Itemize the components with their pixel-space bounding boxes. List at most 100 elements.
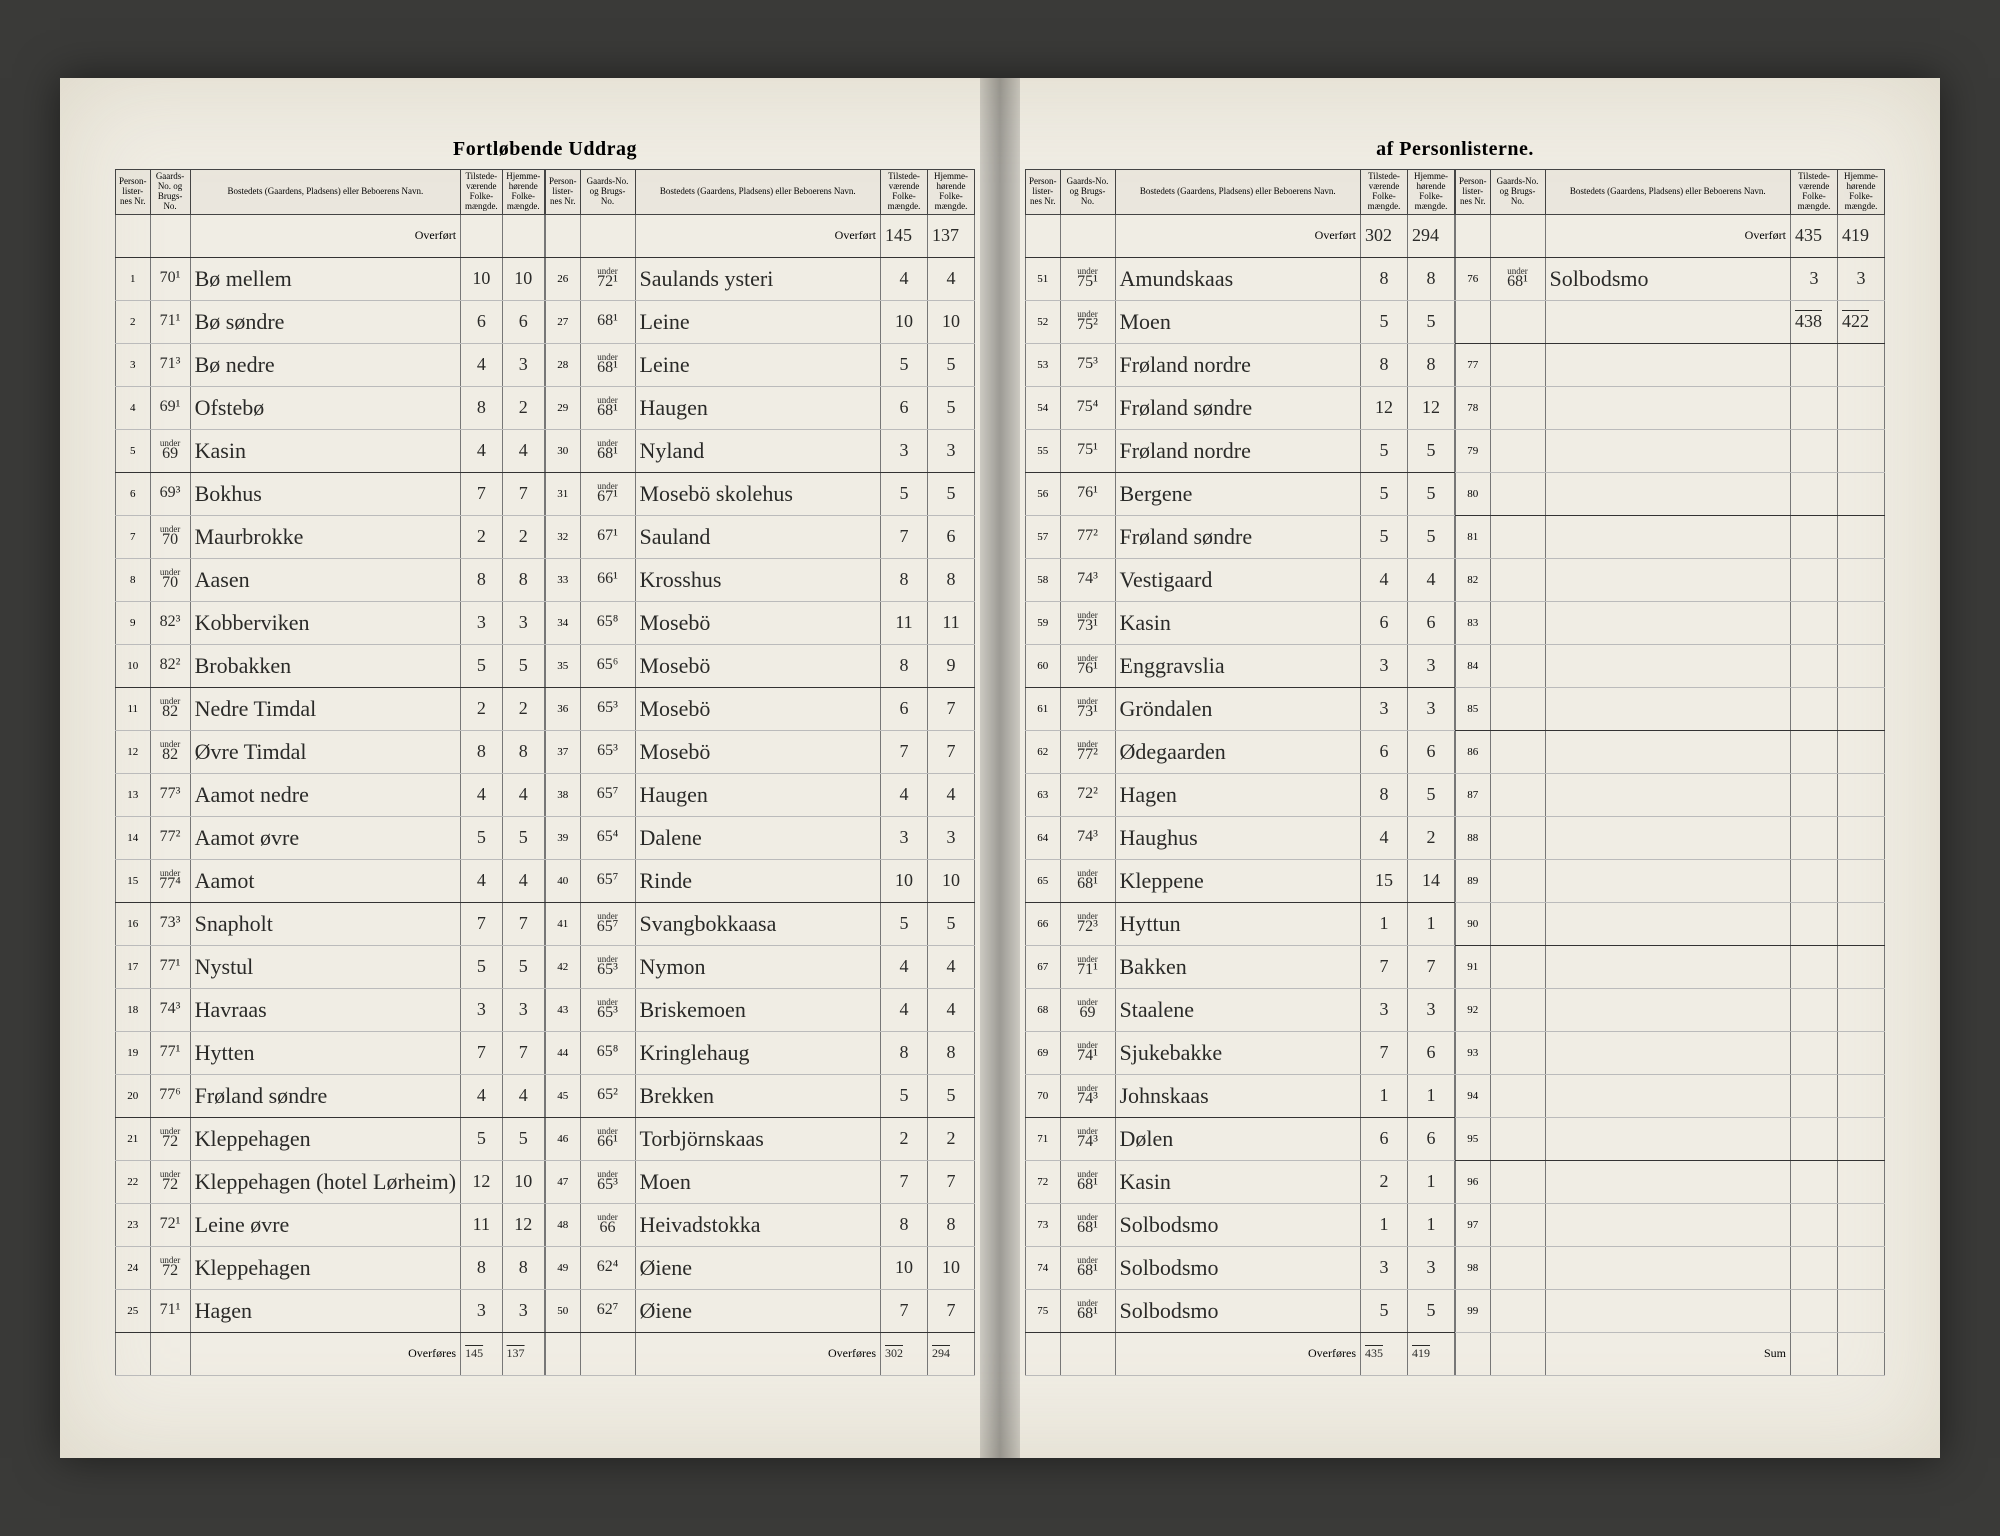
row-number: 64 bbox=[1026, 816, 1061, 859]
tilstede-val: 11 bbox=[881, 601, 928, 644]
row-number: 24 bbox=[116, 1246, 151, 1289]
table-row: 4465⁸Kringlehaug88 bbox=[546, 1031, 975, 1074]
row-number: 87 bbox=[1456, 773, 1491, 816]
hdr-hjemme: Hjemme-hørende Folke-mængde. bbox=[1408, 170, 1455, 215]
ledger-book: Fortløbende Uddrag Person-lister-nes Nr.… bbox=[60, 78, 1940, 1458]
tilstede-val: 5 bbox=[881, 343, 928, 386]
hjemme-val: 8 bbox=[502, 1246, 544, 1289]
tilstede-val: 5 bbox=[461, 1117, 502, 1160]
tilstede-val: 4 bbox=[461, 343, 502, 386]
table-row: 84 bbox=[1456, 644, 1885, 687]
hjemme-val: 4 bbox=[502, 429, 544, 472]
gaards-no: under82 bbox=[150, 687, 190, 730]
tilstede-val bbox=[1791, 773, 1838, 816]
bosted-name: Solbodsmo bbox=[1545, 257, 1791, 300]
table-row: 78 bbox=[1456, 386, 1885, 429]
table-row: 70under74³Johnskaas11 bbox=[1026, 1074, 1455, 1117]
table-row: 3865⁷Haugen44 bbox=[546, 773, 975, 816]
gaards-no: under68¹ bbox=[1060, 1160, 1115, 1203]
hjemme-val: 3 bbox=[1408, 644, 1455, 687]
tilstede-val: 6 bbox=[1361, 730, 1408, 773]
tilstede-val bbox=[1791, 601, 1838, 644]
row-number: 11 bbox=[116, 687, 151, 730]
table-row: 2571¹Hagen33 bbox=[116, 1289, 545, 1332]
gaards-no: under72 bbox=[150, 1246, 190, 1289]
gaards-no: 77⁶ bbox=[150, 1074, 190, 1117]
table-row: 5676¹Bergene55 bbox=[1026, 472, 1455, 515]
gaards-no: 68¹ bbox=[580, 300, 635, 343]
table-row: 48under66Heivadstokka88 bbox=[546, 1203, 975, 1246]
gaards-no bbox=[1490, 1074, 1545, 1117]
tilstede-val bbox=[1791, 429, 1838, 472]
gaards-no: 71³ bbox=[150, 343, 190, 386]
table-row: 52under75²Moen55 bbox=[1026, 300, 1455, 343]
tilstede-val: 10 bbox=[881, 1246, 928, 1289]
hdr-bosted: Bostedets (Gaardens, Pladsens) eller Beb… bbox=[635, 170, 881, 215]
carry-over-t bbox=[1791, 1332, 1838, 1375]
hjemme-val: 7 bbox=[928, 1160, 975, 1203]
tilstede-val: 7 bbox=[461, 1031, 502, 1074]
tilstede-val bbox=[1791, 1289, 1838, 1332]
tilstede-val bbox=[1791, 945, 1838, 988]
table-row: 99 bbox=[1456, 1289, 1885, 1332]
gaards-no bbox=[1490, 601, 1545, 644]
bosted-name bbox=[1545, 773, 1791, 816]
hjemme-val: 1 bbox=[1408, 1203, 1455, 1246]
hjemme-val: 6 bbox=[928, 515, 975, 558]
row-number: 30 bbox=[546, 429, 581, 472]
overfores-label: Overføres bbox=[635, 1332, 881, 1375]
bosted-name: Leine øvre bbox=[190, 1203, 460, 1246]
row-number: 32 bbox=[546, 515, 581, 558]
row-number: 78 bbox=[1456, 386, 1491, 429]
ledger-column-1: Person-lister-nes Nr.Gaards-No. og Brugs… bbox=[115, 169, 545, 1376]
bosted-name bbox=[1545, 816, 1791, 859]
row-number: 37 bbox=[546, 730, 581, 773]
tilstede-val: 4 bbox=[461, 859, 502, 902]
hjemme-val bbox=[1838, 1160, 1885, 1203]
carry-fwd-t bbox=[461, 214, 502, 257]
row-number: 41 bbox=[546, 902, 581, 945]
carry-fwd-h bbox=[502, 214, 544, 257]
table-row: 2372¹Leine øvre1112 bbox=[116, 1203, 545, 1246]
bosted-name: Øvre Timdal bbox=[190, 730, 460, 773]
gaards-no: under68¹ bbox=[1060, 1203, 1115, 1246]
hjemme-val: 1 bbox=[1408, 902, 1455, 945]
row-number: 6 bbox=[116, 472, 151, 515]
tilstede-val: 15 bbox=[1361, 859, 1408, 902]
table-row: 69under74¹Sjukebakke76 bbox=[1026, 1031, 1455, 1074]
row-number: 65 bbox=[1026, 859, 1061, 902]
hjemme-val bbox=[1838, 730, 1885, 773]
bosted-name: Vestigaard bbox=[1115, 558, 1361, 601]
tilstede-val: 5 bbox=[881, 902, 928, 945]
carry-fwd-h: 294 bbox=[1408, 214, 1455, 257]
tilstede-val: 5 bbox=[1361, 515, 1408, 558]
row-number: 58 bbox=[1026, 558, 1061, 601]
bosted-name: Nystul bbox=[190, 945, 460, 988]
bosted-name: Haugen bbox=[635, 386, 881, 429]
carry-over-t: 302 bbox=[881, 1332, 928, 1375]
hjemme-val: 5 bbox=[928, 1074, 975, 1117]
table-row: 94 bbox=[1456, 1074, 1885, 1117]
hdr-hjemme: Hjemme-hørende Folke-mængde. bbox=[1838, 170, 1885, 215]
gaards-no: 77¹ bbox=[150, 1031, 190, 1074]
hjemme-val: 3 bbox=[1408, 1246, 1455, 1289]
row-number: 33 bbox=[546, 558, 581, 601]
bosted-name bbox=[1545, 730, 1791, 773]
hjemme-val bbox=[1838, 601, 1885, 644]
gaards-no: 66¹ bbox=[580, 558, 635, 601]
right-page: af Personlisterne. Person-lister-nes Nr.… bbox=[1000, 118, 1910, 1418]
gaards-no: under72³ bbox=[1060, 902, 1115, 945]
table-row: 41under65⁷Svangbokkaasa55 bbox=[546, 902, 975, 945]
bosted-name: Mosebö bbox=[635, 644, 881, 687]
bosted-name: Amundskaas bbox=[1115, 257, 1361, 300]
table-row: 6474³Haughus42 bbox=[1026, 816, 1455, 859]
table-row: 1377³Aamot nedre44 bbox=[116, 773, 545, 816]
gaards-no: 71¹ bbox=[150, 1289, 190, 1332]
row-number: 80 bbox=[1456, 472, 1491, 515]
tilstede-val bbox=[1791, 1203, 1838, 1246]
table-row: 83 bbox=[1456, 601, 1885, 644]
tilstede-val: 1 bbox=[1361, 1074, 1408, 1117]
hdr-gaards: Gaards-No. og Brugs-No. bbox=[580, 170, 635, 215]
hjemme-val: 2 bbox=[502, 386, 544, 429]
table-row: 29under68¹Haugen65 bbox=[546, 386, 975, 429]
